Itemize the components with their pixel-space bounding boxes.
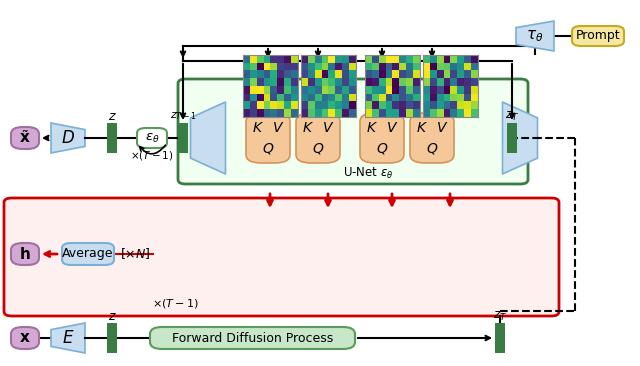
Text: $K$: $K$	[416, 121, 428, 135]
FancyBboxPatch shape	[11, 243, 39, 265]
Text: $\tilde{\mathbf{x}}$: $\tilde{\mathbf{x}}$	[19, 130, 31, 146]
Text: Prompt: Prompt	[576, 30, 620, 42]
FancyBboxPatch shape	[178, 79, 528, 184]
Bar	[107, 323, 117, 353]
Polygon shape	[51, 123, 85, 153]
Text: $z_T$: $z_T$	[493, 309, 508, 322]
Text: $Q$: $Q$	[262, 141, 274, 156]
Text: $\mathbf{h}$: $\mathbf{h}$	[19, 246, 31, 262]
Text: $Q$: $Q$	[376, 141, 388, 156]
Text: $Q$: $Q$	[312, 141, 324, 156]
FancyBboxPatch shape	[11, 327, 39, 349]
Text: $\times(T-1)$: $\times(T-1)$	[152, 298, 198, 310]
FancyBboxPatch shape	[11, 127, 39, 149]
FancyBboxPatch shape	[296, 113, 340, 163]
Text: U-Net $\varepsilon_\theta$: U-Net $\varepsilon_\theta$	[343, 165, 393, 180]
FancyBboxPatch shape	[410, 113, 454, 163]
FancyBboxPatch shape	[62, 243, 114, 265]
Polygon shape	[51, 323, 85, 353]
Bar	[107, 123, 117, 153]
FancyBboxPatch shape	[4, 198, 559, 316]
Text: $\times(T-1)$: $\times(T-1)$	[130, 149, 174, 163]
Text: $z$: $z$	[108, 310, 116, 322]
Polygon shape	[502, 102, 538, 174]
Polygon shape	[516, 21, 554, 51]
Text: $K$: $K$	[252, 121, 264, 135]
FancyBboxPatch shape	[572, 26, 624, 46]
Bar	[507, 123, 517, 153]
Polygon shape	[191, 102, 225, 174]
Text: $z_{T-1}$: $z_{T-1}$	[170, 110, 196, 122]
Text: $\tau_\theta$: $\tau_\theta$	[526, 28, 544, 44]
FancyBboxPatch shape	[360, 113, 404, 163]
Text: $[\times N]$: $[\times N]$	[120, 247, 150, 261]
Text: $V$: $V$	[436, 121, 448, 135]
FancyBboxPatch shape	[150, 327, 355, 349]
Text: $Q$: $Q$	[426, 141, 438, 156]
Text: Average: Average	[62, 247, 114, 261]
Text: $V$: $V$	[386, 121, 398, 135]
Text: $\mathbf{x}$: $\mathbf{x}$	[19, 330, 31, 346]
Text: Forward Diffusion Process: Forward Diffusion Process	[172, 332, 333, 344]
Bar	[178, 123, 188, 153]
FancyBboxPatch shape	[246, 113, 290, 163]
Text: $V$: $V$	[322, 121, 334, 135]
Text: $\varepsilon_\theta$: $\varepsilon_\theta$	[145, 131, 159, 145]
Text: $z_T$: $z_T$	[505, 109, 519, 123]
Text: $K$: $K$	[302, 121, 314, 135]
Text: $E$: $E$	[62, 329, 74, 347]
FancyBboxPatch shape	[137, 128, 167, 148]
Text: $D$: $D$	[61, 129, 75, 147]
Text: $z$: $z$	[108, 109, 116, 123]
Text: $V$: $V$	[272, 121, 284, 135]
Bar	[495, 323, 505, 353]
Text: $K$: $K$	[366, 121, 378, 135]
